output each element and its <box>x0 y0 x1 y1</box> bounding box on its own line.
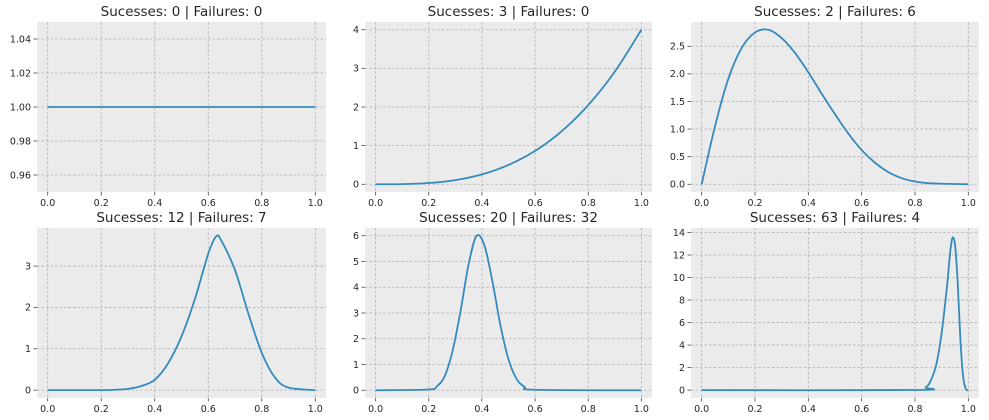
y-tick-label: 0.5 <box>670 152 685 163</box>
y-tick-label: 12 <box>673 250 685 261</box>
x-tick-label: 0.0 <box>694 404 709 415</box>
y-tick-label: 1 <box>353 141 359 152</box>
y-tick-label: 6 <box>353 231 359 242</box>
chart-title: Sucesses: 63 | Failures: 4 <box>750 210 920 226</box>
posterior-curve <box>700 28 969 186</box>
posterior-curve <box>701 236 969 392</box>
y-tick-label: 2 <box>353 334 359 345</box>
y-tick-label: 0 <box>353 180 359 191</box>
x-tick-label: 0.2 <box>94 404 109 415</box>
chart-title: Sucesses: 12 | Failures: 7 <box>96 210 266 226</box>
y-tick-label: 2 <box>679 363 685 374</box>
x-tick-label: 0.4 <box>474 198 489 209</box>
y-tick-label: 2 <box>25 303 31 314</box>
x-tick-label: 1.0 <box>961 404 976 415</box>
y-tick-label: 1.5 <box>670 97 685 108</box>
x-tick-label: 0.4 <box>147 198 162 209</box>
x-tick-label: 0.8 <box>581 404 596 415</box>
chart-title: Sucesses: 0 | Failures: 0 <box>101 4 263 20</box>
x-tick-label: 0.6 <box>201 404 216 415</box>
x-tick-label: 0.2 <box>747 404 762 415</box>
y-tick-label: 0.98 <box>10 136 31 147</box>
y-tick-label: 1 <box>353 360 359 371</box>
posterior-curve <box>375 29 643 186</box>
x-tick-label: 0.6 <box>854 404 869 415</box>
chart-panel-1: 0.0 0.2 0.4 0.6 0.8 1.0 0.96 0.98 1.00 1.02 1.04 Su… <box>10 4 326 209</box>
chart-panel-2: 0.0 0.2 0.4 0.6 0.8 1.0 0 1 2 3 4 Sucesses: 3 | Fai… <box>353 4 652 209</box>
x-tick-label: 0.0 <box>40 404 55 415</box>
y-tick-label: 3 <box>353 64 359 75</box>
y-tick-label: 14 <box>673 228 685 239</box>
y-tick-label: 1.0 <box>670 124 685 135</box>
y-tick-label: 10 <box>673 273 685 284</box>
y-tick-label: 4 <box>353 283 359 294</box>
x-tick-label: 0.6 <box>201 198 216 209</box>
x-tick-label: 0.6 <box>854 198 869 209</box>
x-tick-label: 0.2 <box>421 198 436 209</box>
y-tick-label: 0 <box>679 385 685 396</box>
y-tick-label: 4 <box>353 25 359 36</box>
posterior-curve <box>47 234 316 392</box>
y-tick-label: 0.96 <box>10 170 31 181</box>
x-tick-label: 1.0 <box>308 198 323 209</box>
plot-area <box>37 228 326 398</box>
x-tick-label: 0.4 <box>801 404 816 415</box>
chart-title: Sucesses: 20 | Failures: 32 <box>419 210 598 226</box>
y-tick-label: 6 <box>679 318 685 329</box>
y-tick-label: 0.0 <box>670 180 685 191</box>
x-tick-label: 1.0 <box>634 404 649 415</box>
x-tick-label: 0.2 <box>94 198 109 209</box>
y-tick-label: 2 <box>353 102 359 113</box>
x-tick-label: 0.8 <box>907 198 922 209</box>
x-tick-label: 1.0 <box>634 198 649 209</box>
x-tick-label: 0.2 <box>421 404 436 415</box>
chart-panel-3: 0.0 0.2 0.4 0.6 0.8 1.0 0.0 0.5 1.0 1.5 2.0 2.5 Suce… <box>670 4 979 209</box>
x-tick-label: 0.6 <box>528 198 543 209</box>
chart-panel-6: 0.0 0.2 0.4 0.6 0.8 1.0 0 2 4 6 8 10 12 14 Sucesses: 6… <box>673 210 979 415</box>
x-tick-label: 1.0 <box>308 404 323 415</box>
y-tick-label: 1.04 <box>10 34 31 45</box>
y-tick-label: 3 <box>353 308 359 319</box>
x-tick-label: 0.0 <box>368 198 383 209</box>
y-tick-label: 0 <box>25 385 31 396</box>
x-tick-label: 0.4 <box>147 404 162 415</box>
posterior-curve <box>375 234 642 392</box>
y-tick-label: 2.5 <box>670 42 685 53</box>
plot-area <box>691 228 979 398</box>
x-tick-label: 0.0 <box>694 198 709 209</box>
y-tick-label: 2.0 <box>670 69 685 80</box>
x-tick-label: 1.0 <box>961 198 976 209</box>
x-tick-label: 0.6 <box>528 404 543 415</box>
y-tick-label: 3 <box>25 261 31 272</box>
y-tick-label: 5 <box>353 257 359 268</box>
chart-panel-5: 0.0 0.2 0.4 0.6 0.8 1.0 0 1 2 3 4 5 6 Sucesses: 20 | … <box>353 210 652 415</box>
x-tick-label: 0.4 <box>801 198 816 209</box>
x-tick-label: 0.0 <box>40 198 55 209</box>
x-tick-label: 0.8 <box>581 198 596 209</box>
y-tick-label: 1.00 <box>10 102 31 113</box>
x-tick-label: 0.8 <box>907 404 922 415</box>
y-tick-label: 4 <box>679 340 685 351</box>
y-tick-label: 1.02 <box>10 68 31 79</box>
y-tick-label: 1 <box>25 344 31 355</box>
x-tick-label: 0.4 <box>474 404 489 415</box>
y-tick-label: 8 <box>679 295 685 306</box>
plot-area <box>691 22 979 192</box>
x-tick-label: 0.0 <box>368 404 383 415</box>
x-tick-label: 0.2 <box>747 198 762 209</box>
y-tick-label: 0 <box>353 386 359 397</box>
x-tick-label: 0.8 <box>254 198 269 209</box>
chart-title: Sucesses: 3 | Failures: 0 <box>428 4 590 20</box>
chart-panel-4: 0.0 0.2 0.4 0.6 0.8 1.0 0 1 2 3 Sucesses: 12 | Fai… <box>25 210 326 415</box>
x-tick-label: 0.8 <box>254 404 269 415</box>
chart-title: Sucesses: 2 | Failures: 6 <box>754 4 916 20</box>
